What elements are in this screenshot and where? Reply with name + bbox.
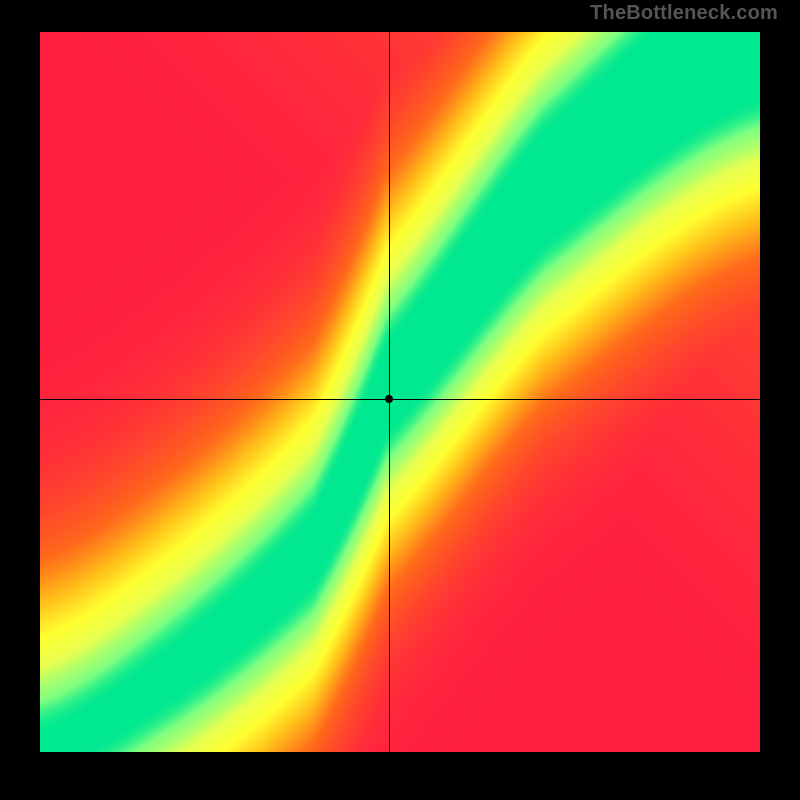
crosshair-vertical — [389, 32, 390, 752]
chart-container: TheBottleneck.com — [0, 0, 800, 800]
watermark-text: TheBottleneck.com — [590, 2, 778, 25]
crosshair-horizontal — [40, 399, 760, 400]
bottleneck-heatmap — [40, 32, 760, 752]
selected-point-marker — [385, 395, 393, 403]
